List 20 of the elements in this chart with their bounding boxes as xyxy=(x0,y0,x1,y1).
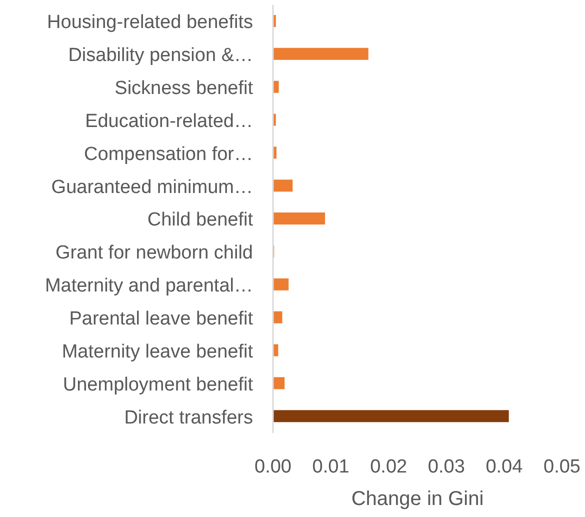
y-tick-label: Grant for newborn child xyxy=(56,242,253,264)
x-axis-title: Change in Gini xyxy=(351,488,484,510)
x-tick-label: 0.05 xyxy=(544,456,580,478)
y-tick-label: Education-related… xyxy=(85,110,253,132)
y-tick-label: Child benefit xyxy=(147,210,254,231)
y-tick-label: Sickness benefit xyxy=(114,78,254,100)
y-tick-label: Compensation for… xyxy=(84,144,253,165)
y-tick-label: Disability pension &… xyxy=(68,45,253,66)
y-tick-label: Unemployment benefit xyxy=(62,374,254,396)
x-tick-label: 0.03 xyxy=(428,456,465,478)
y-tick-label: Housing-related benefits xyxy=(47,12,253,34)
y-tick-label: Maternity and parental… xyxy=(44,276,253,297)
x-tick-label: 0.02 xyxy=(370,456,408,478)
y-tick-label: Maternity leave benefit xyxy=(62,341,254,362)
y-tick-label: Direct transfers xyxy=(124,407,253,428)
y-tick-label: Parental leave benefit xyxy=(69,308,254,330)
x-tick-label: 0.04 xyxy=(486,456,524,478)
x-tick-label: 0.00 xyxy=(254,456,292,478)
x-tick-label: 0.01 xyxy=(312,456,350,478)
y-tick-label: Guaranteed minimum… xyxy=(51,176,253,198)
